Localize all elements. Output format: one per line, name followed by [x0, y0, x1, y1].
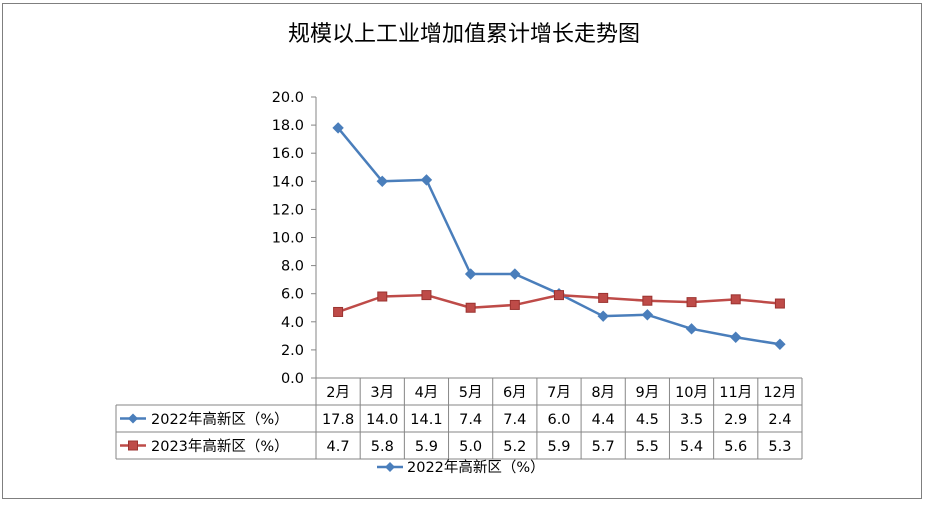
x-tick-label: 5月: [459, 385, 483, 401]
y-tick-label: 18.0: [272, 118, 304, 134]
row-legend-marker: [128, 440, 138, 451]
data-point-2023: [642, 295, 653, 306]
chart-title: 规模以上工业增加值累计增长走势图: [287, 22, 640, 47]
y-tick-label: 4.0: [281, 315, 304, 331]
x-tick-label: 4月: [415, 385, 439, 401]
table-cell-value: 7.4: [503, 412, 526, 428]
table-cell-value: 5.8: [371, 439, 394, 455]
table-cell-value: 7.4: [459, 412, 482, 428]
data-point-2023: [509, 299, 520, 310]
x-tick-label: 12月: [763, 385, 796, 401]
legend-label: 2022年高新区（%）: [407, 459, 545, 476]
y-tick-label: 20.0: [272, 90, 304, 106]
table-cell-value: 3.5: [680, 412, 703, 428]
data-point-2022: [730, 331, 742, 343]
table-cell-value: 5.2: [503, 439, 526, 455]
data-point-2023: [465, 302, 476, 313]
y-tick-label: 0.0: [281, 371, 304, 387]
data-point-2023: [686, 297, 697, 308]
data-point-2023: [421, 290, 432, 301]
table-cell-value: 4.5: [636, 412, 659, 428]
table-cell-value: 5.0: [459, 439, 482, 455]
data-point-2022: [509, 268, 521, 280]
table-cell-value: 4.7: [327, 439, 350, 455]
table-cell-value: 2.9: [724, 412, 747, 428]
row-legend-marker: [128, 413, 138, 424]
y-tick-label: 12.0: [272, 202, 304, 218]
row-series-name: 2022年高新区（%）: [151, 411, 289, 428]
table-cell-value: 14.0: [366, 412, 398, 428]
data-point-2023: [598, 292, 609, 303]
table-cell-value: 4.4: [592, 412, 615, 428]
y-tick-label: 8.0: [281, 259, 304, 275]
table-cell-value: 5.4: [680, 439, 703, 455]
table-cell-value: 2.4: [768, 412, 791, 428]
x-tick-label: 7月: [547, 385, 571, 401]
x-tick-label: 9月: [635, 385, 659, 401]
table-cell-value: 5.3: [768, 439, 791, 455]
data-point-2022: [641, 309, 654, 321]
y-tick-label: 6.0: [281, 287, 304, 303]
data-point-2023: [377, 291, 388, 302]
data-point-2022: [332, 122, 344, 134]
table-cell-value: 14.1: [410, 412, 442, 428]
legend-marker: [385, 462, 395, 472]
table-cell-value: 5.6: [724, 439, 747, 455]
data-point-2023: [730, 294, 741, 305]
data-point-2022: [420, 174, 433, 186]
x-tick-label: 6月: [503, 385, 527, 401]
series-line-1: [337, 127, 781, 346]
data-point-2023: [333, 306, 344, 317]
data-point-2022: [685, 323, 698, 335]
data-point-2022: [376, 175, 388, 188]
x-tick-label: 2月: [326, 385, 350, 401]
data-point-2022: [597, 310, 609, 322]
table-cell-value: 5.5: [636, 439, 659, 455]
y-tick-label: 10.0: [272, 231, 304, 247]
table-cell-value: 6.0: [547, 412, 570, 428]
data-point-2023: [774, 298, 785, 309]
y-tick-label: 2.0: [281, 343, 304, 359]
table-cell-value: 17.8: [322, 412, 354, 428]
data-point-2023: [554, 290, 564, 301]
table-cell-value: 5.9: [547, 439, 570, 455]
data-point-2022: [774, 338, 786, 350]
x-tick-label: 10月: [675, 385, 708, 401]
data-point-2022: [464, 268, 477, 280]
x-tick-label: 3月: [370, 385, 394, 401]
x-tick-label: 11月: [719, 385, 752, 401]
chart-frame: [2, 3, 922, 499]
x-tick-label: 8月: [591, 385, 615, 401]
row-series-name: 2023年高新区（%）: [151, 438, 289, 455]
table-cell-value: 5.7: [592, 439, 615, 455]
y-tick-label: 16.0: [272, 146, 304, 162]
y-tick-label: 14.0: [272, 174, 304, 190]
table-cell-value: 5.9: [415, 439, 438, 455]
